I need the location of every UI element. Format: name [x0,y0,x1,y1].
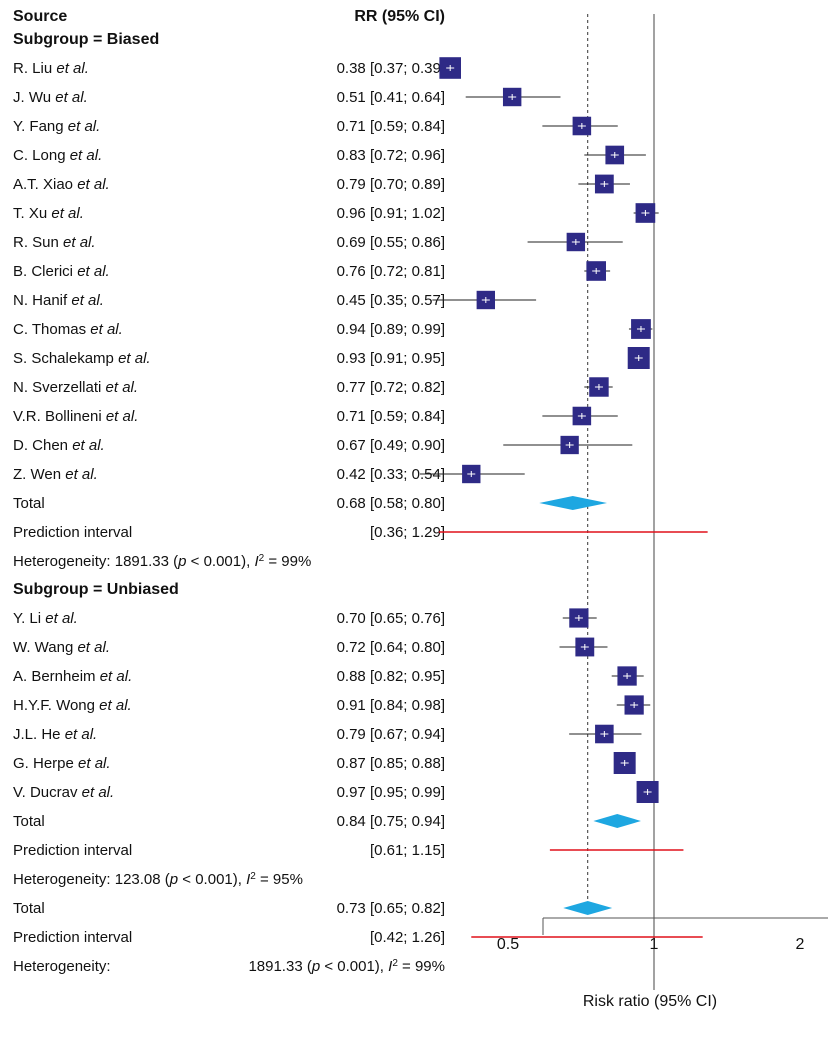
study-row-value: 0.83 [0.72; 0.96] [337,147,445,164]
prediction-interval-label: Prediction interval [13,842,132,859]
study-row-label: T. Xu et al. [13,205,84,222]
study-row-label: C. Thomas et al. [13,321,123,338]
study-row-label: G. Herpe et al. [13,755,111,772]
study-row-label: H.Y.F. Wong et al. [13,697,132,714]
header-source: Source [13,8,67,25]
study-row-label: V. Ducrav et al. [13,784,114,801]
prediction-interval-label: Prediction interval [13,524,132,541]
study-row-value: 0.77 [0.72; 0.82] [337,379,445,396]
pooled-diamond [539,496,607,510]
overall-total-value: 0.73 [0.65; 0.82] [337,900,445,917]
pooled-diamond [593,814,641,828]
study-row-value: 0.51 [0.41; 0.64] [337,89,445,106]
prediction-interval-value: [0.61; 1.15] [370,842,445,859]
overall-prediction-interval-label: Prediction interval [13,929,132,946]
study-row-value: 0.93 [0.91; 0.95] [337,350,445,367]
study-row-value: 0.71 [0.59; 0.84] [337,118,445,135]
study-row-value: 0.94 [0.89; 0.99] [337,321,445,338]
study-row-value: 0.45 [0.35; 0.57] [337,292,445,309]
study-row-value: 0.76 [0.72; 0.81] [337,263,445,280]
study-row-value: 0.69 [0.55; 0.86] [337,234,445,251]
x-tick-label: 1 [650,936,659,953]
study-row-value: 0.79 [0.67; 0.94] [337,726,445,743]
header-estimate: RR (95% CI) [354,8,445,25]
subgroup-total-label: Total [13,495,45,512]
study-row-value: 0.72 [0.64; 0.80] [337,639,445,656]
study-row-value: 0.42 [0.33; 0.54] [337,466,445,483]
x-axis-title: Risk ratio (95% CI) [583,993,717,1010]
study-row-label: Y. Fang et al. [13,118,100,135]
pooled-diamond [563,901,613,915]
study-row-label: C. Long et al. [13,147,102,164]
overall-total-label: Total [13,900,45,917]
heterogeneity-text: Heterogeneity: 123.08 (p < 0.001), I2 = … [13,871,303,889]
study-row-value: 0.91 [0.84; 0.98] [337,697,445,714]
study-row-value: 0.88 [0.82; 0.95] [337,668,445,685]
study-row-label: B. Clerici et al. [13,263,110,280]
subgroup-title: Subgroup = Biased [13,31,159,48]
study-row-label: W. Wang et al. [13,639,110,656]
subgroup-total-label: Total [13,813,45,830]
study-row-label: J.L. He et al. [13,726,97,743]
study-row-label: N. Sverzellati et al. [13,379,138,396]
study-row-label: Y. Li et al. [13,610,78,627]
x-tick-label: 2 [796,936,805,953]
study-row-label: D. Chen et al. [13,437,105,454]
x-tick-label: 0.5 [497,936,519,953]
study-row-label: S. Schalekamp et al. [13,350,151,367]
study-row-value: 0.96 [0.91; 1.02] [337,205,445,222]
subgroup-total-value: 0.68 [0.58; 0.80] [337,495,445,512]
study-row-value: 0.70 [0.65; 0.76] [337,610,445,627]
study-row-label: V.R. Bollineni et al. [13,408,138,425]
study-row-label: N. Hanif et al. [13,292,104,309]
study-row-value: 0.67 [0.49; 0.90] [337,437,445,454]
overall-heterogeneity-value: 1891.33 (p < 0.001), I2 = 99% [248,958,445,976]
study-row-label: A. Bernheim et al. [13,668,132,685]
prediction-interval-value: [0.36; 1.29] [370,524,445,541]
study-row-value: 0.71 [0.59; 0.84] [337,408,445,425]
study-row-value: 0.97 [0.95; 0.99] [337,784,445,801]
study-row-value: 0.79 [0.70; 0.89] [337,176,445,193]
study-row-label: R. Sun et al. [13,234,96,251]
study-row-label: A.T. Xiao et al. [13,176,110,193]
study-row-label: J. Wu et al. [13,89,88,106]
study-row-value: 0.87 [0.85; 0.88] [337,755,445,772]
subgroup-title: Subgroup = Unbiased [13,581,179,598]
subgroup-total-value: 0.84 [0.75; 0.94] [337,813,445,830]
heterogeneity-text: Heterogeneity: 1891.33 (p < 0.001), I2 =… [13,553,311,571]
study-row-label: R. Liu et al. [13,60,89,77]
study-row-value: 0.38 [0.37; 0.39] [337,60,445,77]
overall-prediction-interval-value: [0.42; 1.26] [370,929,445,946]
study-row-label: Z. Wen et al. [13,466,98,483]
overall-heterogeneity-label: Heterogeneity: [13,958,111,975]
